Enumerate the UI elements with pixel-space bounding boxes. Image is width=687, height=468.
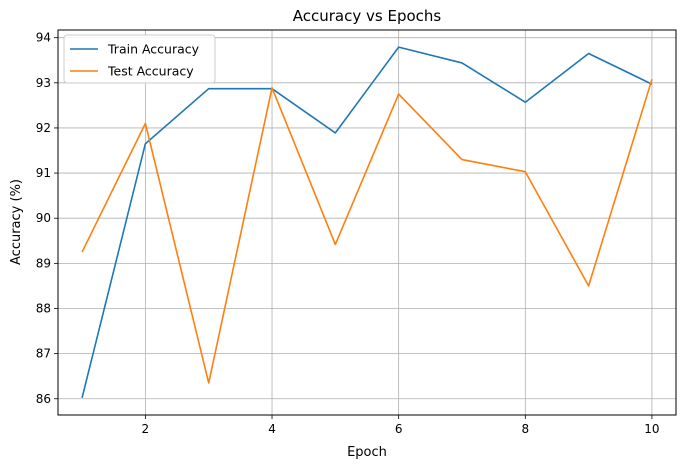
x-tick-label: 6	[395, 422, 403, 436]
train-accuracy-line	[81, 46, 653, 399]
y-tick-label: 87	[36, 347, 51, 361]
y-tick-label: 91	[36, 166, 51, 180]
x-tick-label: 10	[644, 422, 659, 436]
legend-box	[63, 34, 216, 84]
y-tick-label: 92	[36, 121, 51, 135]
x-tick-label: 2	[142, 422, 150, 436]
grid	[58, 30, 676, 415]
test-accuracy-legend-label: Test Accuracy	[107, 64, 194, 79]
plot-frame	[57, 29, 677, 416]
y-tick-label: 93	[36, 76, 51, 90]
x-tick-label: 8	[521, 422, 529, 436]
chart-title: Accuracy vs Epochs	[293, 7, 442, 25]
train-accuracy-legend-label: Train Accuracy	[107, 42, 200, 57]
x-tick-label: 4	[268, 422, 276, 436]
y-tick-label: 94	[36, 31, 51, 45]
series-lines	[81, 46, 653, 399]
y-tick-label: 90	[36, 211, 51, 225]
y-tick-label: 89	[36, 256, 51, 270]
y-tick-label: 88	[36, 301, 51, 315]
legend: Train Accuracy Test Accuracy	[63, 34, 216, 84]
y-axis-label: Accuracy (%)	[9, 179, 24, 265]
y-tick-label: 86	[36, 392, 51, 406]
test-accuracy-line	[81, 78, 653, 384]
axis-ticks: 2 4 6 8 10 86 87 88 89 90 91 92 93 94	[36, 31, 660, 436]
x-axis-label: Epoch	[347, 445, 387, 460]
